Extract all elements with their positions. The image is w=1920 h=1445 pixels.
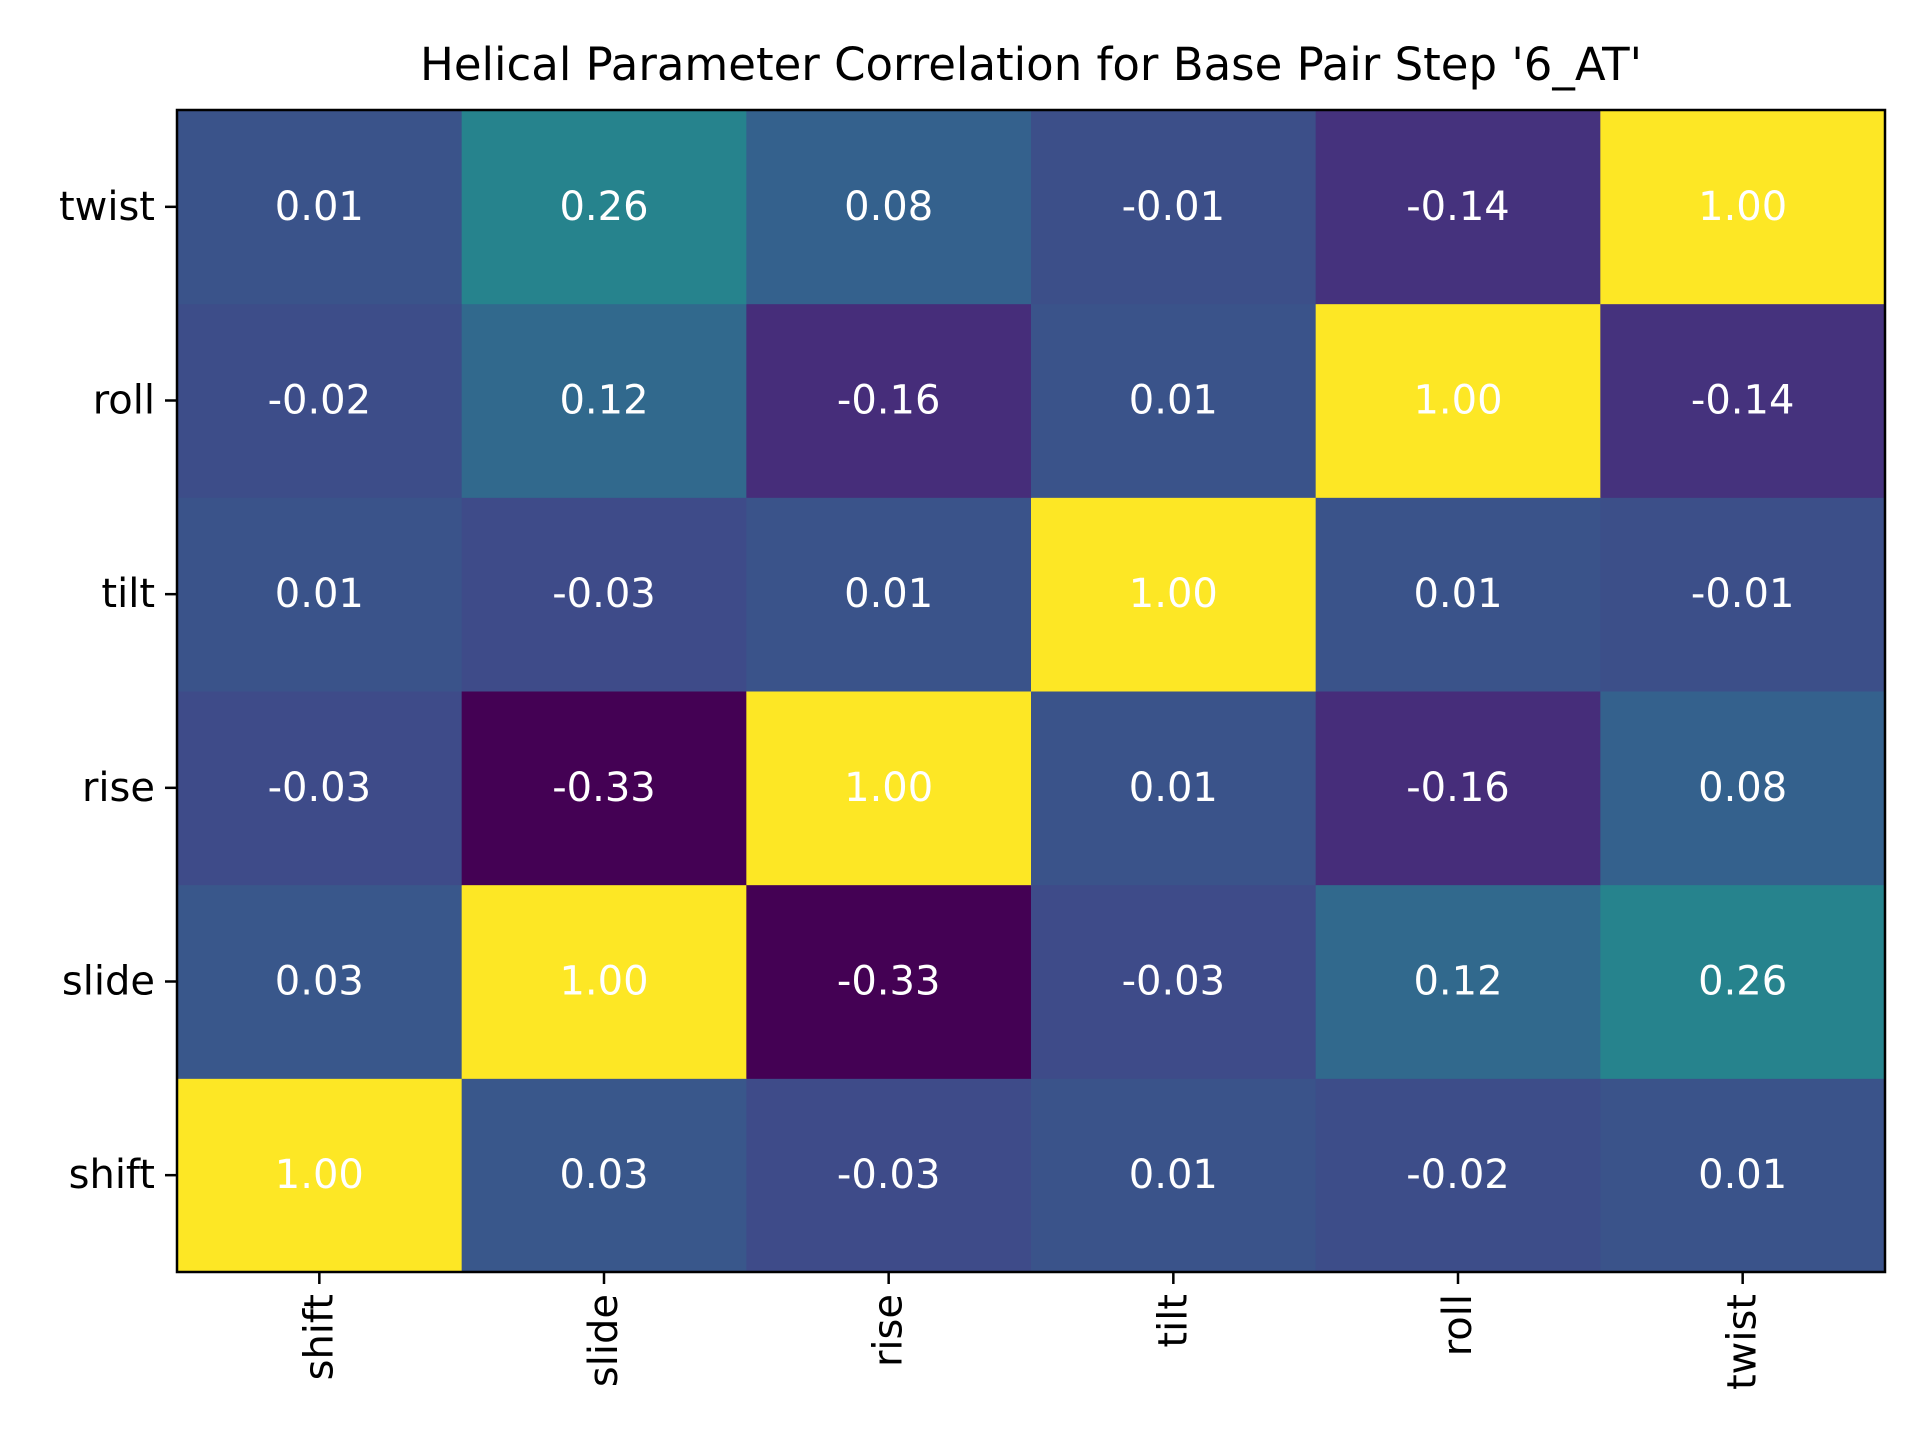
- heatmap-cell: [177, 884, 463, 1079]
- heatmap-cell: [746, 110, 1032, 305]
- cell-value-label: 0.12: [559, 378, 648, 424]
- cell-value-label: 0.26: [559, 184, 648, 230]
- x-tick-label: rise: [866, 1294, 912, 1367]
- cell-value-label: 0.01: [1129, 1152, 1218, 1198]
- cell-value-label: -0.14: [1406, 184, 1510, 230]
- cell-value-label: 0.01: [275, 184, 364, 230]
- heatmap-cell: [1315, 110, 1601, 305]
- cell-value-label: -0.03: [1122, 959, 1226, 1005]
- cell-value-label: 1.00: [1413, 378, 1502, 424]
- cell-value-label: -0.16: [837, 378, 941, 424]
- x-tick-label: slide: [581, 1294, 627, 1387]
- cell-value-label: -0.01: [1691, 571, 1795, 617]
- cell-value-label: -0.33: [552, 765, 656, 811]
- x-tick-label: tilt: [1150, 1294, 1196, 1348]
- cell-value-label: 1.00: [1129, 571, 1218, 617]
- heatmap-cell: [746, 884, 1032, 1079]
- heatmap-cell: [461, 497, 747, 692]
- cell-value-label: -0.16: [1406, 765, 1510, 811]
- y-tick-label: twist: [59, 184, 155, 230]
- cell-value-label: -0.01: [1122, 184, 1226, 230]
- heatmap-cell: [1315, 497, 1601, 692]
- cell-value-label: 0.01: [275, 571, 364, 617]
- heatmap-cell: [1600, 1078, 1886, 1273]
- y-tick-label: roll: [93, 378, 155, 424]
- heatmap-cell: [1315, 1078, 1601, 1273]
- heatmap-cell: [1031, 1078, 1317, 1273]
- cell-value-label: 0.03: [559, 1152, 648, 1198]
- heatmap-cell: [1315, 303, 1601, 498]
- cell-value-label: 1.00: [275, 1152, 364, 1198]
- cell-value-label: 0.01: [1413, 571, 1502, 617]
- heatmap-cell: [177, 1078, 463, 1273]
- cell-value-label: -0.02: [1406, 1152, 1510, 1198]
- heatmap-cell: [746, 1078, 1032, 1273]
- heatmap-cell: [1031, 303, 1317, 498]
- cell-value-label: 0.01: [1698, 1152, 1787, 1198]
- cell-value-label: -0.03: [552, 571, 656, 617]
- cell-value-label: -0.33: [837, 959, 941, 1005]
- cell-value-label: 0.08: [844, 184, 933, 230]
- cell-value-label: 0.12: [1413, 959, 1502, 1005]
- heatmap-cell: [746, 497, 1032, 692]
- heatmap-cell: [177, 691, 463, 886]
- cell-value-label: -0.03: [837, 1152, 941, 1198]
- heatmap-cell: [1031, 110, 1317, 305]
- cell-value-label: 0.26: [1698, 959, 1787, 1005]
- heatmap-cell: [461, 303, 747, 498]
- cell-value-label: 0.01: [1129, 378, 1218, 424]
- cell-value-labels: 1.00 0.03 -0.03 0.01 -0.02 0.01 0.03 1.00 -0.33 -…: [268, 184, 1795, 1198]
- heatmap-cell: [1600, 497, 1886, 692]
- heatmap-cell: [1031, 497, 1317, 692]
- x-tick-label: shift: [296, 1294, 342, 1380]
- plot-frame: [175, 108, 1887, 1274]
- y-tick-label: rise: [82, 765, 155, 811]
- cell-value-label: 1.00: [559, 959, 648, 1005]
- cell-value-label: 0.03: [275, 959, 364, 1005]
- cell-value-label: -0.03: [268, 765, 372, 811]
- cell-value-label: 1.00: [1698, 184, 1787, 230]
- x-tick-label: twist: [1720, 1294, 1766, 1390]
- heatmap-cell: [1315, 691, 1601, 886]
- cell-value-label: 0.08: [1698, 765, 1787, 811]
- heatmap-cell: [1600, 303, 1886, 498]
- heatmap-cell: [461, 110, 747, 305]
- cell-value-label: 0.01: [1129, 765, 1218, 811]
- chart-title: Helical Parameter Correlation for Base P…: [420, 38, 1642, 91]
- heatmap-cell: [1600, 110, 1886, 305]
- heatmap-cell: [1600, 884, 1886, 1079]
- heatmap-cell: [461, 1078, 747, 1273]
- heatmap-cell: [1600, 691, 1886, 886]
- heatmap-cell: [177, 303, 463, 498]
- heatmap-cell: [1315, 884, 1601, 1079]
- heatmap-cells: [177, 110, 1886, 1273]
- x-tick-label: roll: [1435, 1294, 1481, 1356]
- heatmap-cell: [461, 691, 747, 886]
- cell-value-label: 1.00: [844, 765, 933, 811]
- y-tick-label: shift: [69, 1152, 155, 1198]
- y-axis: shift slide rise tilt roll twist: [59, 184, 177, 1198]
- heatmap-cell: [1031, 691, 1317, 886]
- cell-value-label: -0.14: [1691, 378, 1795, 424]
- cell-value-label: -0.02: [268, 378, 372, 424]
- cell-value-label: 0.01: [844, 571, 933, 617]
- heatmap-cell: [746, 303, 1032, 498]
- heatmap-cell: [461, 884, 747, 1079]
- heatmap-cell: [1031, 884, 1317, 1079]
- heatmap-cell: [746, 691, 1032, 886]
- heatmap-cell: [177, 110, 463, 305]
- y-tick-label: slide: [62, 959, 155, 1005]
- heatmap-cell: [177, 497, 463, 692]
- x-axis: shift slide rise tilt roll twist: [296, 1272, 1766, 1390]
- y-tick-label: tilt: [101, 571, 155, 617]
